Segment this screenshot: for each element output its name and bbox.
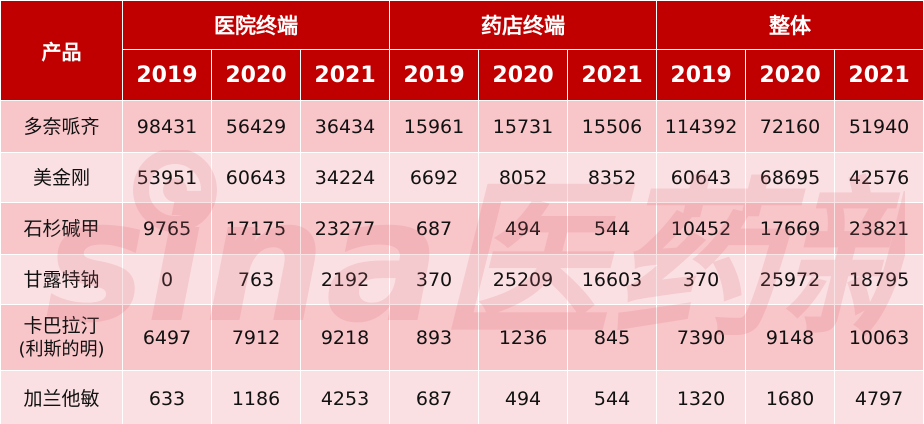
product-name: 美金刚: [32, 166, 90, 189]
value-cell: 51940: [834, 100, 924, 153]
value-cell: 370: [389, 254, 480, 305]
value-cell: 34224: [299, 152, 391, 203]
value-cell: 7912: [211, 304, 301, 371]
product-cell: 加兰他敏: [0, 370, 123, 424]
year-header: 2020: [745, 49, 836, 101]
value-cell: 8052: [478, 152, 569, 203]
year-header: 2020: [211, 49, 301, 101]
value-cell: 56429: [211, 100, 301, 153]
value-cell: 494: [478, 370, 569, 424]
product-cell: 卡巴拉汀 (利斯的明): [0, 304, 123, 371]
value-cell: 23821: [834, 202, 924, 255]
header-group-row: 产品 医院终端 药店终端 整体: [0, 0, 924, 101]
value-cell: 42576: [834, 152, 924, 203]
value-cell: 1680: [745, 370, 836, 424]
value-cell: 1236: [478, 304, 569, 371]
value-cell: 15506: [567, 100, 658, 153]
product-name: 石杉碱甲: [23, 217, 100, 240]
group-header-hospital: 医院终端: [121, 0, 391, 50]
year-header: 2021: [299, 49, 391, 101]
value-cell: 544: [567, 202, 658, 255]
table-row: 卡巴拉汀 (利斯的明) 6497 7912 9218 893 1236 845 …: [0, 304, 924, 371]
group-header-overall: 整体: [656, 0, 924, 50]
table-body: 多奈哌齐 98431 56429 36434 15961 15731 15506…: [0, 100, 924, 424]
value-cell: 9765: [122, 202, 212, 255]
value-cell: 18795: [834, 254, 924, 305]
table-row: 美金刚 53951 60643 34224 6692 8052 8352 606…: [0, 152, 924, 203]
value-cell: 2192: [299, 254, 391, 305]
value-cell: 17175: [211, 202, 301, 255]
table-header: 产品 医院终端 药店终端 整体 2019 2020 2021 2019 2020…: [0, 0, 924, 101]
product-cell: 美金刚: [0, 152, 123, 203]
value-cell: 53951: [122, 152, 212, 203]
product-alias: (利斯的明): [18, 338, 105, 360]
value-cell: 25972: [745, 254, 836, 305]
value-cell: 36434: [299, 100, 391, 153]
product-name: 多奈哌齐: [23, 115, 100, 138]
table-row: 多奈哌齐 98431 56429 36434 15961 15731 15506…: [0, 100, 924, 153]
value-cell: 4253: [299, 370, 391, 424]
value-cell: 98431: [122, 100, 212, 153]
product-cell: 多奈哌齐: [0, 100, 123, 153]
year-header: 2020: [478, 49, 569, 101]
header-year-row: 2019 2020 2021 2019 2020 2021 2019 2020 …: [1, 49, 924, 101]
value-cell: 16603: [567, 254, 658, 305]
year-header: 2021: [834, 49, 924, 101]
product-cell: 甘露特钠: [0, 254, 123, 305]
table-row: 加兰他敏 633 1186 4253 687 494 544 1320 1680…: [0, 370, 924, 424]
value-cell: 114392: [656, 100, 747, 153]
value-cell: 1186: [211, 370, 301, 424]
value-cell: 9218: [299, 304, 391, 371]
value-cell: 6497: [122, 304, 212, 371]
value-cell: 10452: [656, 202, 747, 255]
value-cell: 763: [211, 254, 301, 305]
value-cell: 845: [567, 304, 658, 371]
value-cell: 68695: [745, 152, 836, 203]
value-cell: 633: [122, 370, 212, 424]
value-cell: 494: [478, 202, 569, 255]
value-cell: 893: [389, 304, 480, 371]
value-cell: 4797: [834, 370, 924, 424]
value-cell: 25209: [478, 254, 569, 305]
value-cell: 15961: [389, 100, 480, 153]
group-header-pharmacy: 药店终端: [389, 0, 658, 50]
value-cell: 60643: [656, 152, 747, 203]
year-header: 2019: [389, 49, 480, 101]
product-column-header: 产品: [0, 0, 123, 101]
product-cell: 石杉碱甲: [0, 202, 123, 255]
year-header: 2019: [656, 49, 747, 101]
value-cell: 544: [567, 370, 658, 424]
value-cell: 10063: [834, 304, 924, 371]
value-cell: 60643: [211, 152, 301, 203]
value-cell: 9148: [745, 304, 836, 371]
product-name: 加兰他敏: [23, 387, 100, 410]
value-cell: 687: [389, 202, 480, 255]
value-cell: 370: [656, 254, 747, 305]
table-row: 石杉碱甲 9765 17175 23277 687 494 544 10452 …: [0, 202, 924, 255]
product-name: 卡巴拉汀: [23, 314, 100, 337]
value-cell: 0: [122, 254, 212, 305]
value-cell: 7390: [656, 304, 747, 371]
value-cell: 17669: [745, 202, 836, 255]
value-cell: 6692: [389, 152, 480, 203]
year-header: 2021: [567, 49, 658, 101]
year-header: 2019: [122, 49, 212, 101]
value-cell: 687: [389, 370, 480, 424]
value-cell: 72160: [745, 100, 836, 153]
value-cell: 1320: [656, 370, 747, 424]
value-cell: 15731: [478, 100, 569, 153]
value-cell: 23277: [299, 202, 391, 255]
product-name: 甘露特钠: [23, 268, 100, 291]
value-cell: 8352: [567, 152, 658, 203]
table-row: 甘露特钠 0 763 2192 370 25209 16603 370 2597…: [0, 254, 924, 305]
